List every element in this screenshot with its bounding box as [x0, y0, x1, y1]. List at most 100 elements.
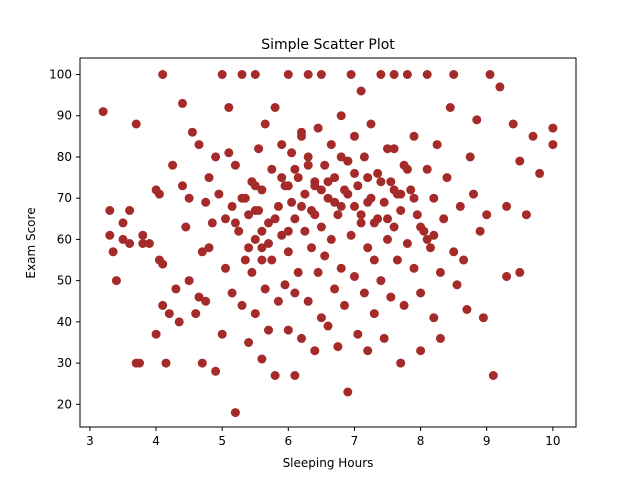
data-point — [336, 201, 346, 211]
data-point — [323, 177, 333, 187]
data-point — [429, 313, 439, 323]
data-point — [333, 210, 343, 220]
data-point — [303, 152, 313, 162]
data-point — [389, 222, 399, 232]
data-point — [389, 185, 399, 195]
data-point — [356, 210, 366, 220]
data-point — [535, 168, 545, 178]
data-point — [521, 210, 531, 220]
data-point — [300, 189, 310, 199]
data-point — [161, 358, 171, 368]
x-tick-label: 7 — [351, 434, 359, 448]
data-point — [111, 276, 121, 286]
data-point — [297, 131, 306, 141]
data-point — [194, 292, 204, 302]
data-point — [131, 119, 141, 129]
data-point — [343, 189, 353, 199]
y-tick-label: 30 — [57, 356, 72, 370]
x-tick-label: 8 — [417, 434, 425, 448]
data-point — [449, 70, 459, 79]
data-point — [277, 173, 287, 183]
data-point — [326, 234, 336, 244]
data-point — [224, 103, 234, 112]
x-tick-label: 10 — [545, 434, 560, 448]
data-point — [485, 70, 495, 79]
data-point — [283, 325, 293, 335]
data-point — [330, 197, 340, 207]
data-point — [303, 70, 313, 79]
data-point — [462, 305, 472, 314]
data-point — [323, 193, 333, 203]
data-point — [168, 160, 178, 170]
data-point — [369, 218, 379, 228]
data-point — [283, 181, 293, 191]
data-point — [435, 333, 445, 343]
data-point — [379, 333, 389, 343]
data-point — [264, 239, 273, 248]
data-point — [383, 234, 392, 244]
data-point — [389, 70, 399, 79]
data-point — [244, 210, 254, 220]
data-point — [336, 263, 346, 273]
data-point — [201, 296, 211, 306]
data-point — [154, 189, 164, 199]
y-tick-label: 100 — [49, 67, 72, 81]
data-point — [416, 346, 426, 356]
data-point — [330, 284, 340, 294]
data-point — [250, 206, 260, 215]
data-point — [227, 201, 237, 211]
data-point — [244, 243, 254, 253]
data-point — [495, 82, 505, 92]
data-point — [171, 284, 181, 294]
data-point — [270, 371, 280, 380]
data-point — [515, 156, 525, 166]
data-point — [373, 168, 383, 178]
data-point — [197, 358, 207, 368]
plot-frame — [79, 57, 577, 428]
data-point — [383, 144, 392, 154]
data-point — [465, 152, 475, 162]
x-tick-label: 9 — [483, 434, 491, 448]
data-point — [402, 70, 412, 79]
data-point — [363, 173, 373, 183]
data-point — [144, 239, 154, 248]
data-point — [376, 70, 386, 79]
x-tick-label: 5 — [218, 434, 226, 448]
data-point — [257, 354, 267, 364]
data-point — [359, 288, 369, 298]
data-point — [445, 103, 455, 112]
data-point — [221, 263, 230, 273]
data-point — [346, 230, 356, 240]
data-point — [280, 280, 290, 290]
data-point — [230, 218, 240, 228]
data-point — [250, 309, 260, 319]
data-point — [369, 309, 379, 319]
data-point — [178, 98, 187, 108]
data-point — [254, 144, 264, 154]
y-tick-label: 90 — [57, 109, 72, 123]
data-point — [307, 243, 316, 253]
data-point — [475, 226, 485, 236]
data-point — [353, 329, 363, 339]
data-point — [118, 234, 128, 244]
data-point — [270, 103, 280, 112]
data-point — [389, 144, 399, 154]
data-point — [230, 160, 240, 170]
data-point — [267, 255, 277, 265]
data-point — [363, 346, 373, 356]
data-point — [293, 173, 303, 183]
data-point — [214, 189, 224, 199]
y-axis-label: Exam Score — [24, 207, 38, 278]
data-point — [343, 387, 353, 397]
data-point — [326, 140, 336, 150]
data-point — [98, 107, 108, 117]
data-point — [187, 127, 197, 137]
data-point — [402, 239, 412, 248]
data-point — [406, 185, 416, 195]
data-point — [429, 193, 439, 203]
data-point — [488, 371, 498, 380]
data-point — [300, 226, 310, 236]
data-point — [290, 214, 300, 224]
data-point — [283, 247, 293, 257]
data-point — [412, 210, 422, 220]
